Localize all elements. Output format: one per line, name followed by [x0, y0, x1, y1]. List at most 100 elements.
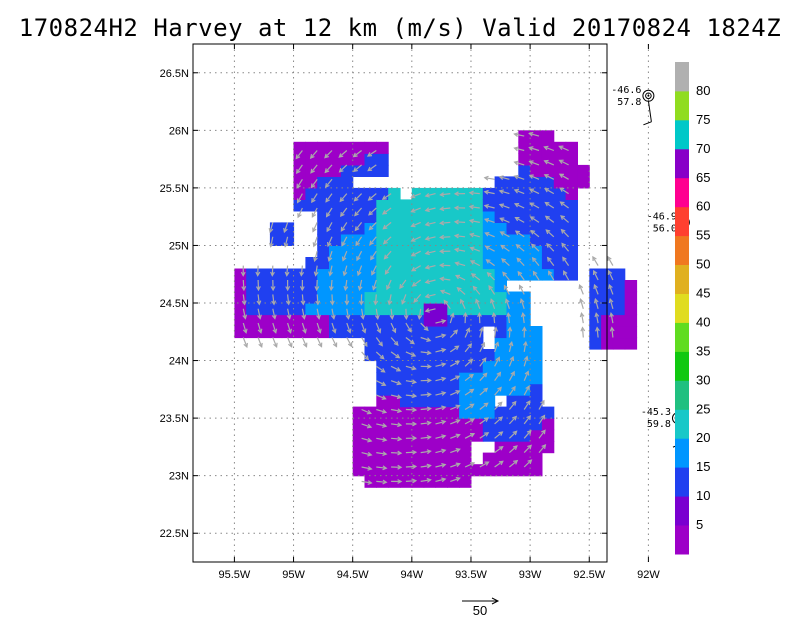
wind-vector-68	[346, 322, 352, 334]
colorbar-label-2: 15	[696, 459, 710, 474]
wind-vector-shaft	[523, 444, 532, 454]
wind-cell-450	[506, 314, 519, 327]
wind-vector-head	[312, 227, 317, 233]
wind-vector-321	[513, 188, 525, 195]
wind-vector-30	[301, 308, 307, 320]
wind-vector-head	[354, 226, 360, 232]
wind-vector-shaft	[515, 217, 525, 223]
colorbar-swatch-6	[675, 351, 689, 381]
wind-vector-371	[609, 326, 615, 338]
wind-vector-head	[468, 204, 474, 210]
wind-cell-466	[518, 418, 531, 431]
wind-vector-214	[439, 289, 451, 295]
wind-vector-head	[470, 462, 476, 467]
wind-vector-head	[439, 220, 445, 226]
wind-vector-head	[595, 326, 600, 332]
wind-vector-165	[420, 392, 432, 398]
wind-vector-head	[513, 188, 519, 194]
wind-cell-89	[329, 176, 342, 189]
wind-cell-140	[364, 337, 377, 350]
wind-vector-shaft	[300, 265, 303, 276]
wind-vector-shaft	[411, 236, 421, 242]
wind-vector-shaft	[391, 437, 402, 440]
wind-vector-243	[479, 417, 490, 425]
wind-cell-560	[589, 337, 602, 350]
wind-vector-shaft	[376, 423, 387, 427]
wind-vector-137	[386, 279, 392, 291]
wind-cell-547	[565, 257, 578, 270]
wind-vector-head	[328, 286, 334, 292]
wind-vector-head	[593, 283, 598, 290]
wind-vector-head	[579, 298, 584, 304]
wind-vector-shaft	[425, 265, 436, 269]
wind-vector-119	[368, 207, 377, 216]
wind-vector-108	[375, 365, 386, 373]
wind-vector-head	[504, 298, 510, 304]
wind-vector-shaft	[242, 294, 246, 305]
wind-vector-head	[411, 379, 418, 385]
wind-vector-head	[367, 166, 373, 172]
wind-cell-391	[482, 452, 496, 465]
wind-vector-head	[512, 430, 518, 436]
wind-cell-136	[364, 429, 377, 442]
wind-cell-503	[530, 326, 543, 339]
wind-vector-shaft	[560, 201, 569, 209]
wind-vector-348	[543, 174, 555, 180]
wind-vector-head	[356, 256, 361, 262]
wind-vector-head	[498, 431, 504, 436]
wind-vector-shaft	[559, 159, 569, 166]
wind-vector-shaft	[361, 452, 372, 456]
wind-vector-237	[453, 233, 466, 239]
wind-vector-head	[381, 395, 387, 400]
wind-vector-head	[454, 261, 460, 267]
wind-vector-136	[387, 294, 393, 306]
wind-vector-shaft	[412, 279, 422, 287]
wind-vector-shaft	[499, 190, 510, 195]
wind-vector-78	[338, 164, 348, 173]
wind-vector-head	[441, 448, 447, 454]
wind-vector-shaft	[455, 248, 466, 252]
wind-vector-shaft	[405, 465, 416, 468]
wind-vector-shaft	[340, 222, 348, 232]
wind-vector-head	[502, 271, 507, 277]
wind-cell-172	[376, 303, 389, 316]
wind-cell-63	[317, 280, 330, 293]
wind-vector-shaft	[341, 236, 348, 246]
wind-vector-shaft	[544, 160, 555, 166]
wind-vector-155	[405, 322, 412, 333]
wind-cell-249	[411, 337, 425, 350]
wind-vector-5	[240, 265, 246, 277]
wind-cell-27	[281, 314, 295, 327]
wind-vector-193	[424, 293, 436, 299]
wind-vector-head	[367, 465, 373, 471]
wind-vector-head	[302, 342, 308, 348]
wind-vector-head	[469, 260, 476, 265]
wind-vector-shaft	[514, 161, 525, 166]
wind-vector-255	[469, 246, 481, 252]
wind-vector-shaft	[314, 251, 318, 262]
wind-cell-562	[589, 314, 602, 327]
wind-cell-281	[423, 268, 437, 281]
wind-vector-shaft	[450, 360, 460, 367]
wind-vector-194	[424, 279, 436, 284]
wind-vector-head	[411, 266, 417, 272]
wind-vector-head	[338, 153, 344, 158]
wind-vector-head	[270, 286, 276, 292]
wind-cell-428	[494, 268, 507, 281]
wind-cell-98	[340, 268, 354, 281]
wind-vector-24	[285, 279, 291, 292]
wind-vector-shaft	[475, 299, 481, 310]
wind-vector-113	[373, 294, 379, 306]
wind-vector-head	[310, 183, 316, 189]
wind-vector-head	[484, 232, 490, 237]
wind-vector-shaft	[484, 205, 495, 209]
wind-cell-60	[317, 314, 330, 327]
wind-vector-122	[366, 149, 377, 157]
wind-vector-shaft	[514, 189, 525, 195]
wind-cell-137	[364, 418, 377, 431]
wind-vector-head	[355, 241, 360, 247]
wind-vector-head	[393, 340, 399, 346]
wind-vector-302	[523, 459, 533, 468]
wind-cell-62	[317, 291, 330, 304]
wind-vector-205	[450, 419, 461, 425]
